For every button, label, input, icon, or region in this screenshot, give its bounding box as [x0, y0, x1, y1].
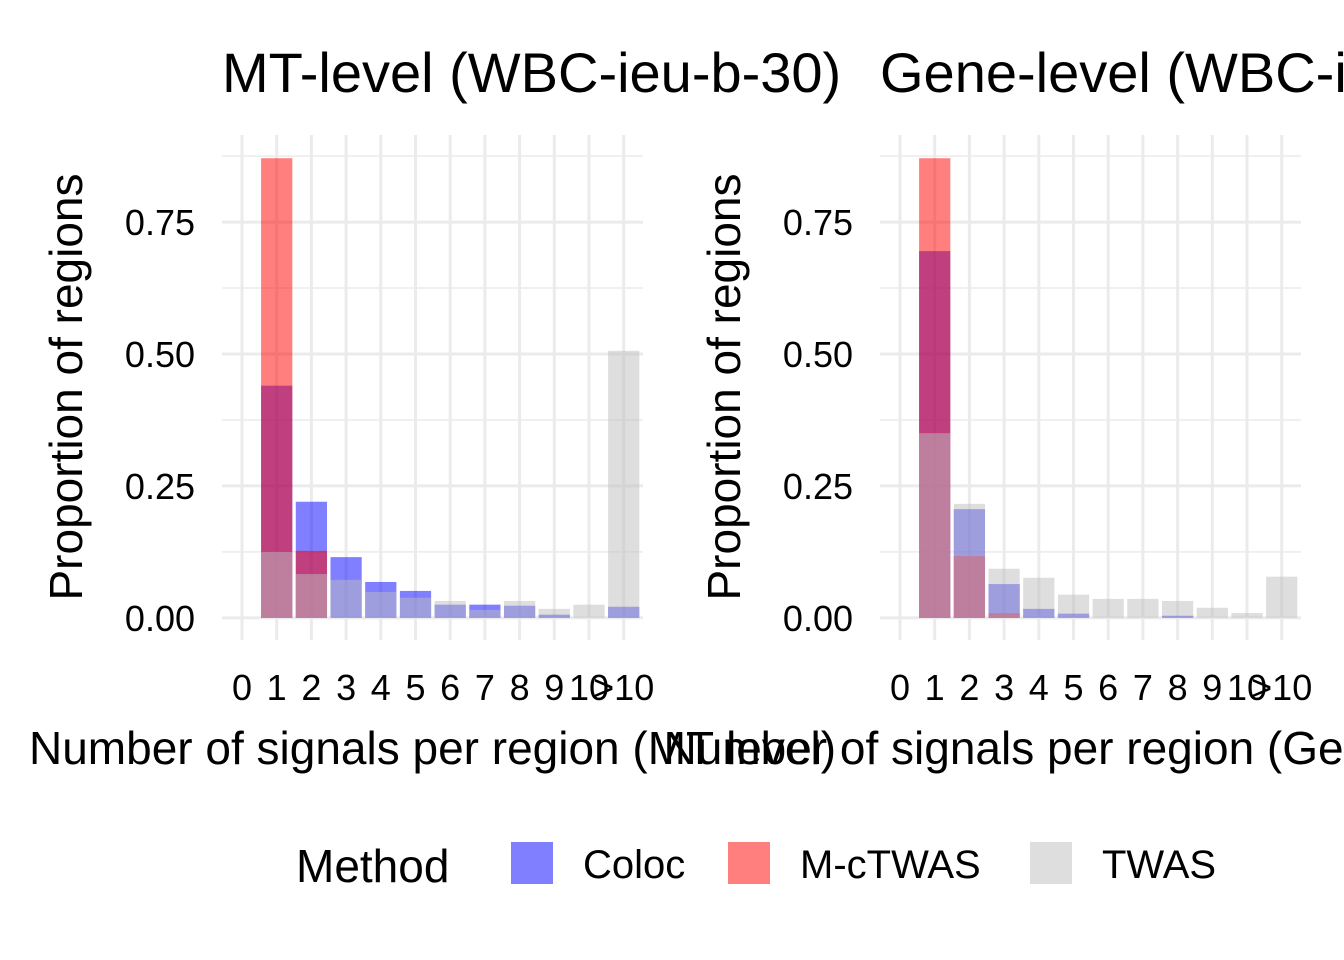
legend-key: [1030, 842, 1072, 884]
x-tick-label: 3: [994, 667, 1014, 708]
bar: [469, 609, 501, 618]
bar: [261, 551, 293, 618]
legend-label: TWAS: [1102, 843, 1216, 887]
bar: [1127, 598, 1159, 618]
x-tick-label: 6: [1098, 667, 1118, 708]
y-tick-label: 0.75: [125, 202, 195, 243]
legend-label: M-cTWAS: [800, 843, 981, 887]
x-tick-label: 3: [336, 667, 356, 708]
x-axis-label: Number of signals per region (MT level): [29, 722, 836, 774]
bar: [1057, 594, 1090, 618]
x-tick-label: 5: [405, 667, 425, 708]
legend-key: [511, 842, 553, 884]
bar: [503, 600, 536, 618]
bar: [330, 579, 362, 618]
x-tick-label: 5: [1063, 667, 1083, 708]
x-axis-label: Number of signals per region (Gene level…: [664, 722, 1344, 774]
y-tick-label: 0.50: [125, 334, 195, 375]
bar: [1092, 598, 1124, 618]
bar: [1231, 613, 1263, 618]
y-axis-label: Proportion of regions: [40, 173, 92, 600]
panel: 0.00 0.25 0.50 0.75 0 1 2 3 4 5 6 7 8 9 10>10 Gene-leve…: [664, 41, 1344, 774]
y-tick-label: 0.50: [783, 334, 853, 375]
chart-title: MT-level (WBC-ieu-b-30): [222, 41, 841, 104]
x-tick-label: 2: [959, 667, 979, 708]
x-tick-label: 10: [1227, 667, 1267, 708]
x-tick-label: 1: [925, 667, 945, 708]
x-tick-label: 7: [475, 667, 495, 708]
x-tick-label: 4: [1029, 667, 1049, 708]
x-tick-label: 7: [1133, 667, 1153, 708]
y-tick-label: 0.75: [783, 202, 853, 243]
bar: [365, 591, 397, 618]
y-tick-label: 0.25: [783, 466, 853, 507]
legend-key: [728, 842, 770, 884]
legend-title: Method: [296, 840, 449, 892]
bar: [608, 350, 640, 618]
x-tick-label: 8: [1168, 667, 1188, 708]
bar: [919, 433, 951, 618]
chart-title: Gene-level (WBC-ieu-b-30): [880, 41, 1344, 104]
x-tick-label: >10: [1251, 667, 1312, 708]
x-tick-label: 8: [510, 667, 530, 708]
x-tick-label: 0: [232, 667, 252, 708]
bar: [261, 158, 293, 618]
y-tick-label: 0.25: [125, 466, 195, 507]
x-tick-label: 9: [544, 667, 564, 708]
x-tick-label: 6: [440, 667, 460, 708]
x-tick-label: 10: [569, 667, 609, 708]
bar: [988, 568, 1020, 618]
y-tick-label: 0.00: [125, 598, 195, 639]
legend-label: Coloc: [583, 843, 685, 887]
bar: [295, 574, 328, 618]
bar: [538, 608, 570, 618]
bar: [1266, 576, 1298, 618]
y-tick-label: 0.00: [783, 598, 853, 639]
x-tick-label: 2: [301, 667, 321, 708]
bar: [1023, 577, 1055, 618]
bar: [399, 597, 432, 618]
bar: [1196, 607, 1228, 618]
bar: [953, 503, 986, 618]
bar: [1161, 600, 1194, 618]
bar: [434, 600, 466, 618]
x-tick-label: 4: [371, 667, 391, 708]
x-tick-label: >10: [593, 667, 654, 708]
y-axis-label: Proportion of regions: [698, 173, 750, 600]
x-tick-label: 1: [267, 667, 287, 708]
panel: 0.00 0.25 0.50 0.75 0 1 2 3 4 5 6 7 8 9 10>10 MT-level …: [29, 41, 841, 774]
bar: [573, 604, 605, 618]
x-tick-label: 9: [1202, 667, 1222, 708]
x-tick-label: 0: [890, 667, 910, 708]
